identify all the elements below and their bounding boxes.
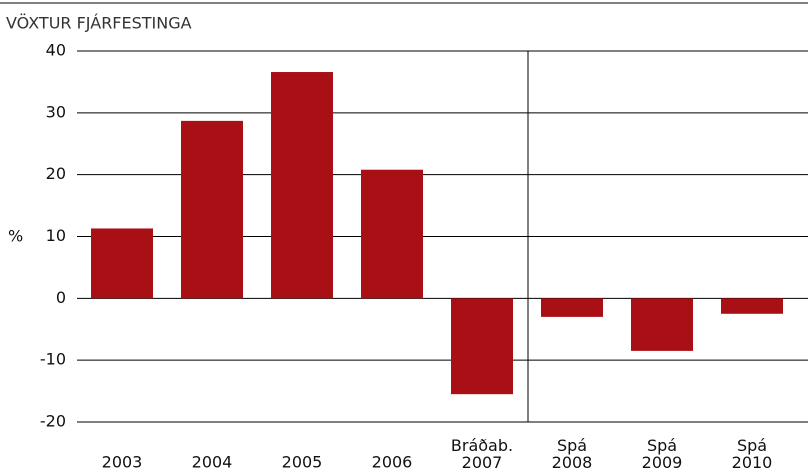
bar: [361, 169, 423, 299]
bar: [451, 298, 513, 395]
x-tick-label: 2003: [102, 453, 143, 472]
y-tick-label: 0: [56, 288, 66, 307]
x-tick-label: Bráðab. 2007: [451, 436, 513, 472]
bar: [91, 228, 153, 299]
y-tick-label: 20: [46, 164, 66, 183]
chart-title: VÖXTUR FJÁRFESTINGA: [6, 14, 192, 33]
x-tick-label: Spá 2008: [552, 436, 593, 472]
y-tick-label: 40: [46, 41, 66, 60]
x-tick-label: 2004: [192, 453, 233, 472]
bar: [541, 298, 603, 317]
bar: [631, 298, 693, 351]
bar: [721, 298, 783, 314]
x-tick-label: Spá 2009: [642, 436, 683, 472]
bar: [181, 120, 243, 299]
y-tick-label: -10: [40, 350, 66, 369]
y-tick-label: 30: [46, 102, 66, 121]
y-tick-label: -20: [40, 412, 66, 431]
x-tick-label: 2006: [372, 453, 413, 472]
y-tick-label: 10: [46, 226, 66, 245]
x-tick-label: 2005: [282, 453, 323, 472]
y-axis-label: %: [8, 227, 23, 246]
x-tick-label: Spá 2010: [732, 436, 773, 472]
bar: [271, 72, 333, 299]
